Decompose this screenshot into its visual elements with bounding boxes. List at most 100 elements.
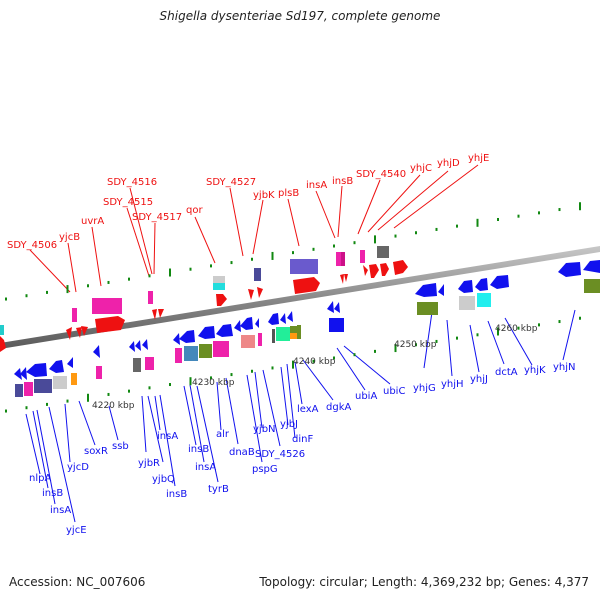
- gene-feature[interactable]: [15, 384, 23, 397]
- gene-label[interactable]: SDY_4506: [7, 240, 57, 251]
- gene-feature[interactable]: [336, 252, 341, 266]
- gene-label[interactable]: insB: [188, 444, 209, 455]
- gene-feature[interactable]: [458, 280, 473, 293]
- gene-feature[interactable]: [329, 318, 344, 332]
- gene-label[interactable]: lexA: [297, 404, 319, 415]
- gene-feature[interactable]: [14, 368, 22, 380]
- gene-feature[interactable]: [199, 344, 212, 358]
- gene-label[interactable]: insB: [166, 489, 187, 500]
- gene-label[interactable]: dnaB: [229, 447, 255, 458]
- gene-feature[interactable]: [290, 326, 297, 333]
- gene-feature[interactable]: [268, 313, 279, 325]
- gene-feature[interactable]: [93, 345, 100, 358]
- gene-label[interactable]: insB: [42, 488, 63, 499]
- gene-feature[interactable]: [254, 268, 261, 281]
- gene-label[interactable]: yhjH: [441, 379, 464, 390]
- gene-label[interactable]: insA: [50, 505, 71, 516]
- gene-feature[interactable]: [92, 298, 122, 314]
- gene-label[interactable]: SDY_4517: [132, 212, 182, 223]
- gene-feature[interactable]: [213, 276, 225, 283]
- gene-feature[interactable]: [175, 348, 182, 363]
- gene-feature[interactable]: [34, 379, 52, 393]
- gene-feature[interactable]: [344, 274, 348, 282]
- gene-feature[interactable]: [95, 316, 125, 333]
- gene-label[interactable]: yhjK: [524, 365, 546, 376]
- gene-feature[interactable]: [297, 325, 301, 339]
- gene-label[interactable]: yjcB: [59, 232, 80, 243]
- gene-label[interactable]: SDY_4526: [255, 449, 305, 460]
- gene-label[interactable]: soxR: [84, 446, 108, 457]
- gene-label[interactable]: SDY_4540: [356, 169, 406, 180]
- gene-label[interactable]: yjcE: [66, 525, 87, 536]
- gene-label[interactable]: tyrB: [208, 484, 229, 495]
- gene-feature[interactable]: [53, 376, 67, 389]
- gene-label[interactable]: insA: [306, 180, 327, 191]
- gene-label[interactable]: insB: [332, 176, 353, 187]
- gene-feature[interactable]: [133, 358, 141, 372]
- gene-label[interactable]: yhjC: [410, 163, 432, 174]
- gene-feature[interactable]: [393, 260, 408, 275]
- gene-feature[interactable]: [72, 308, 77, 322]
- gene-feature[interactable]: [148, 291, 153, 304]
- gene-label[interactable]: uvrA: [81, 216, 104, 227]
- gene-feature[interactable]: [0, 336, 6, 352]
- gene-label[interactable]: ssb: [112, 441, 129, 452]
- gene-feature[interactable]: [241, 335, 255, 348]
- gene-feature[interactable]: [81, 326, 88, 336]
- gene-feature[interactable]: [475, 278, 488, 291]
- gene-feature[interactable]: [142, 339, 148, 350]
- gene-feature[interactable]: [96, 366, 102, 379]
- gene-feature[interactable]: [257, 287, 263, 298]
- gene-feature[interactable]: [276, 327, 290, 341]
- gene-label[interactable]: dinF: [292, 434, 313, 445]
- gene-feature[interactable]: [438, 284, 444, 296]
- gene-feature[interactable]: [173, 333, 180, 345]
- gene-feature[interactable]: [158, 309, 164, 318]
- gene-label[interactable]: ubiC: [383, 386, 405, 397]
- gene-label[interactable]: SDY_4527: [206, 177, 256, 188]
- gene-feature[interactable]: [234, 320, 241, 332]
- gene-label[interactable]: plsB: [278, 188, 299, 199]
- gene-feature[interactable]: [334, 302, 340, 313]
- gene-feature[interactable]: [71, 373, 77, 385]
- gene-feature[interactable]: [369, 264, 379, 278]
- gene-feature[interactable]: [49, 360, 64, 373]
- gene-label[interactable]: yhjG: [413, 383, 436, 394]
- gene-feature[interactable]: [213, 283, 225, 290]
- gene-feature[interactable]: [272, 329, 275, 343]
- gene-feature[interactable]: [341, 252, 345, 266]
- gene-feature[interactable]: [558, 262, 581, 277]
- gene-feature[interactable]: [179, 330, 195, 343]
- gene-label[interactable]: insA: [157, 431, 178, 442]
- gene-feature[interactable]: [380, 263, 389, 276]
- gene-feature[interactable]: [583, 260, 600, 273]
- gene-feature[interactable]: [152, 309, 157, 320]
- gene-feature[interactable]: [280, 313, 286, 324]
- gene-label[interactable]: yjbQ: [152, 474, 175, 485]
- gene-label[interactable]: SDY_4515: [103, 197, 153, 208]
- gene-feature[interactable]: [145, 357, 154, 370]
- gene-feature[interactable]: [290, 259, 318, 274]
- gene-feature[interactable]: [135, 340, 141, 351]
- gene-label[interactable]: yhjJ: [470, 374, 488, 385]
- gene-label[interactable]: insA: [195, 462, 216, 473]
- gene-label[interactable]: yhjE: [468, 153, 489, 164]
- gene-feature[interactable]: [255, 318, 259, 328]
- gene-feature[interactable]: [129, 341, 135, 352]
- gene-label[interactable]: dctA: [495, 367, 518, 378]
- gene-feature[interactable]: [216, 294, 227, 306]
- gene-label[interactable]: yjbK: [253, 190, 275, 201]
- gene-label[interactable]: yjbJ: [280, 419, 298, 430]
- gene-label[interactable]: yhjN: [553, 362, 576, 373]
- gene-label[interactable]: SDY_4516: [107, 177, 157, 188]
- gene-label[interactable]: yjcD: [67, 462, 89, 473]
- gene-feature[interactable]: [459, 296, 475, 310]
- gene-feature[interactable]: [417, 302, 438, 315]
- gene-feature[interactable]: [287, 311, 293, 322]
- gene-feature[interactable]: [290, 333, 297, 339]
- gene-label[interactable]: yjbN: [253, 424, 276, 435]
- gene-feature[interactable]: [363, 265, 368, 276]
- gene-label[interactable]: yjbR: [138, 458, 160, 469]
- gene-feature[interactable]: [240, 317, 253, 330]
- gene-feature[interactable]: [198, 326, 215, 339]
